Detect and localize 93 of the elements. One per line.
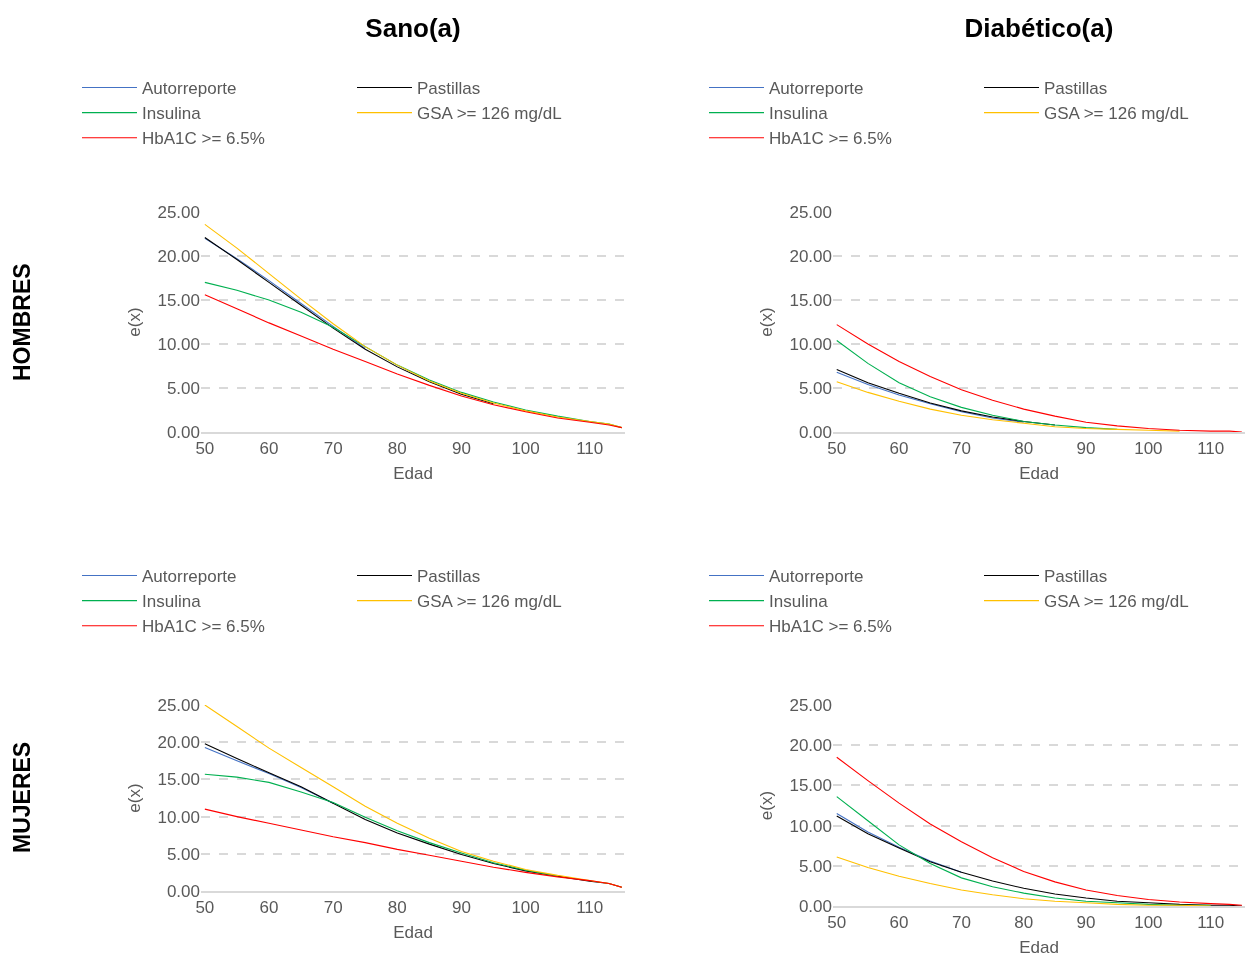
- legend-label: HbA1C >= 6.5%: [142, 617, 265, 637]
- x-tick-label: 50: [195, 898, 215, 918]
- y-tick-label: 5.00: [798, 856, 832, 876]
- x-tick-label: 90: [1076, 913, 1096, 933]
- x-tick-label: 50: [195, 439, 215, 459]
- y-tick-label: 25.00: [789, 695, 832, 715]
- legend-label: Pastillas: [417, 567, 481, 587]
- legend-label: Insulina: [142, 592, 202, 612]
- x-tick-label: 60: [259, 439, 279, 459]
- line-series: [204, 808, 623, 888]
- x-tick-label: 110: [1197, 439, 1225, 459]
- legend-label: Autorreporte: [142, 79, 237, 99]
- text: MUJERES: [9, 741, 35, 853]
- legend-label: Pastillas: [1044, 79, 1108, 99]
- x-tick-label: 70: [951, 913, 971, 933]
- line-series: [204, 236, 495, 405]
- legend-label: Autorreporte: [142, 567, 237, 587]
- x-tick-label: 70: [951, 439, 971, 459]
- y-tick-label: 0.00: [166, 881, 200, 901]
- x-tick-label: 100: [511, 439, 540, 459]
- x-tick-label: 80: [387, 898, 407, 918]
- y-tick-label: 20.00: [157, 733, 200, 753]
- legend-label: HbA1C >= 6.5%: [769, 129, 892, 149]
- x-tick-label: 100: [1134, 439, 1163, 459]
- x-tick-label: 60: [259, 898, 279, 918]
- y-tick-label: 25.00: [789, 202, 832, 222]
- x-axis-title: Edad: [393, 923, 433, 943]
- line-series: [836, 856, 1212, 906]
- y-tick-label: 5.00: [166, 378, 200, 398]
- line-series: [204, 237, 366, 349]
- y-tick-label: 25.00: [157, 695, 200, 715]
- y-axis-title: e(x): [125, 783, 144, 813]
- y-tick-label: 0.00: [798, 422, 832, 442]
- y-tick-label: 20.00: [789, 246, 832, 266]
- legend-label: HbA1C >= 6.5%: [142, 129, 265, 149]
- x-tick-label: 110: [576, 439, 604, 459]
- legend-label: GSA >= 126 mg/dL: [417, 592, 562, 612]
- x-axis-title: Edad: [1019, 938, 1059, 958]
- x-axis-title: Edad: [393, 464, 433, 484]
- y-tick-label: 15.00: [157, 770, 200, 790]
- x-tick-label: 50: [827, 439, 847, 459]
- y-axis-title: e(x): [757, 790, 776, 821]
- line-series: [836, 324, 1243, 432]
- x-tick-label: 80: [387, 439, 407, 459]
- y-tick-label: 15.00: [789, 290, 832, 310]
- legend-label: HbA1C >= 6.5%: [769, 617, 892, 637]
- y-tick-label: 20.00: [157, 246, 200, 266]
- x-tick-label: 80: [1014, 913, 1034, 933]
- y-tick-label: 5.00: [798, 378, 832, 398]
- y-tick-label: 0.00: [166, 422, 200, 442]
- x-tick-label: 70: [323, 439, 343, 459]
- y-tick-label: 0.00: [798, 896, 832, 916]
- x-tick-label: 110: [576, 898, 604, 918]
- y-axis-title: e(x): [125, 307, 144, 337]
- y-tick-label: 10.00: [789, 334, 832, 354]
- legend-label: Insulina: [769, 592, 829, 612]
- x-tick-label: 110: [1197, 913, 1225, 933]
- legend-label: Insulina: [769, 104, 829, 124]
- line-series: [836, 812, 962, 873]
- x-tick-label: 60: [889, 439, 909, 459]
- line-series: [836, 756, 1243, 906]
- y-tick-label: 20.00: [789, 736, 832, 756]
- x-tick-label: 90: [451, 439, 471, 459]
- x-tick-label: 60: [889, 913, 909, 933]
- legend-label: Pastillas: [417, 79, 481, 99]
- y-tick-label: 10.00: [157, 807, 200, 827]
- x-tick-label: 70: [323, 898, 343, 918]
- legend-label: GSA >= 126 mg/dL: [1044, 592, 1189, 612]
- x-axis-title: Edad: [1019, 464, 1059, 484]
- x-tick-label: 90: [1076, 439, 1096, 459]
- legend-label: Pastillas: [1044, 567, 1108, 587]
- line-series: [836, 381, 1181, 432]
- y-tick-label: 25.00: [157, 202, 200, 222]
- y-tick-label: 10.00: [789, 816, 832, 836]
- legend-label: Autorreporte: [769, 79, 864, 99]
- y-tick-label: 10.00: [157, 334, 200, 354]
- text: HOMBRES: [9, 263, 35, 381]
- x-tick-label: 100: [511, 898, 540, 918]
- x-tick-label: 80: [1014, 439, 1034, 459]
- legend-label: Autorreporte: [769, 567, 864, 587]
- y-tick-label: 15.00: [157, 290, 200, 310]
- legend-label: GSA >= 126 mg/dL: [417, 104, 562, 124]
- x-tick-label: 50: [827, 913, 847, 933]
- chart-title: Sano(a): [365, 13, 461, 44]
- y-axis-title: e(x): [757, 307, 776, 337]
- x-tick-label: 90: [451, 898, 471, 918]
- chart-title: Diabético(a): [964, 13, 1114, 44]
- legend-label: Insulina: [142, 104, 202, 124]
- y-tick-label: 15.00: [789, 776, 832, 796]
- x-tick-label: 100: [1134, 913, 1163, 933]
- y-tick-label: 5.00: [166, 844, 200, 864]
- legend-label: GSA >= 126 mg/dL: [1044, 104, 1189, 124]
- line-series: [836, 371, 1025, 423]
